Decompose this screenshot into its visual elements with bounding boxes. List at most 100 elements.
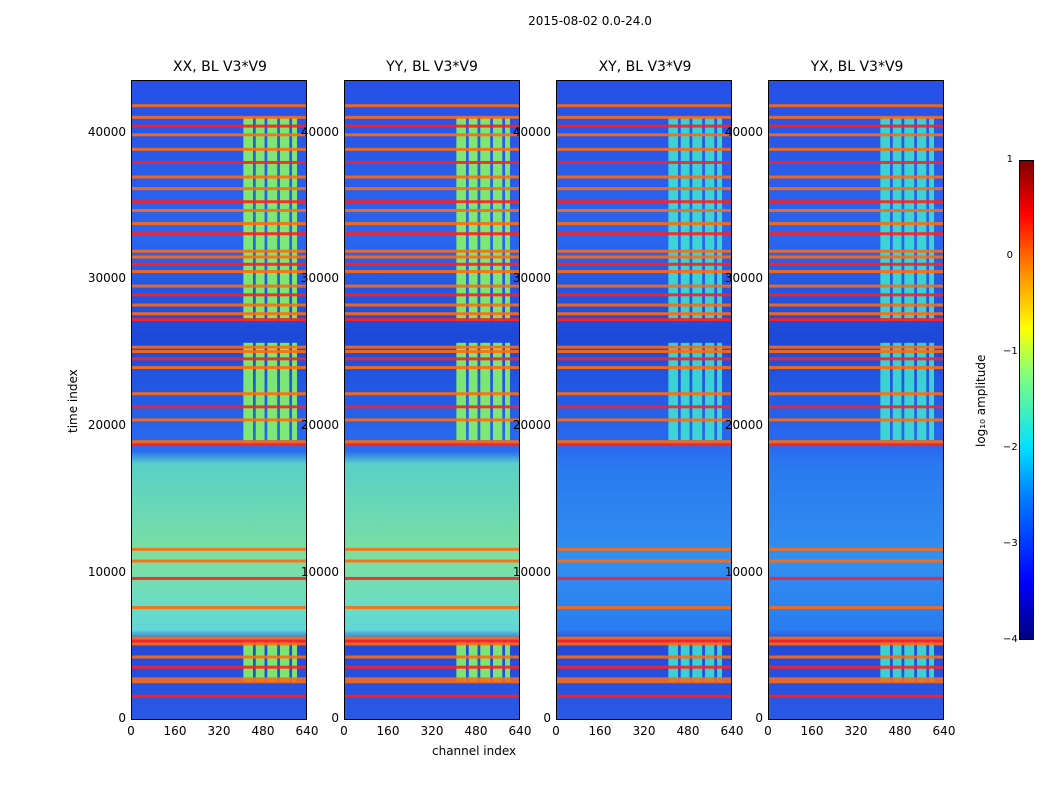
channel-block (717, 342, 722, 441)
colorbar-tick: −2 (1003, 442, 1018, 453)
flag-band (345, 232, 519, 236)
channel-block (480, 641, 491, 682)
flag-band (769, 160, 943, 164)
flag-band (132, 636, 306, 640)
flag-band (557, 262, 731, 266)
flag-band (345, 124, 519, 128)
channel-block (880, 342, 890, 441)
channel-block (480, 117, 491, 321)
xtick-label: 160 (376, 724, 400, 738)
flag-band (557, 255, 731, 259)
flag-band (132, 576, 306, 580)
channel-block (492, 641, 503, 682)
ytick-label: 10000 (512, 565, 551, 579)
flag-band (345, 642, 519, 646)
panel-title-xx: XX, BL V3*V9 (173, 59, 267, 75)
channel-block (717, 641, 722, 682)
panel-title-yy: YY, BL V3*V9 (386, 59, 478, 75)
flag-band (769, 345, 943, 349)
flag-band (557, 208, 731, 212)
channel-block (680, 342, 690, 441)
flag-band (132, 222, 306, 226)
flag-band (557, 200, 731, 204)
flag-band (769, 443, 943, 447)
xtick-label: 320 (420, 724, 444, 738)
flag-band (345, 440, 519, 444)
flag-band (557, 187, 731, 191)
flag-band (132, 312, 306, 316)
xtick-label: 480 (464, 724, 488, 738)
channel-block (704, 641, 715, 682)
flag-band (769, 559, 943, 563)
flag-band (557, 357, 731, 361)
flag-band (769, 293, 943, 297)
flag-band (557, 443, 731, 447)
flag-band (132, 255, 306, 259)
flag-band (345, 293, 519, 297)
flag-band (132, 350, 306, 354)
ytick-label: 30000 (512, 271, 551, 285)
flag-band (769, 262, 943, 266)
colorbar-tick: −3 (1003, 538, 1018, 549)
flag-band (132, 639, 306, 643)
flag-band (769, 312, 943, 316)
channel-block (255, 641, 265, 682)
ytick-label: 10000 (300, 565, 339, 579)
flag-band (769, 104, 943, 108)
channel-block (468, 117, 478, 321)
flag-band (132, 642, 306, 646)
xtick-label: 0 (552, 724, 560, 738)
flag-band (769, 318, 943, 322)
flag-band (345, 418, 519, 422)
flag-band (557, 318, 731, 322)
flag-band (132, 284, 306, 288)
flag-band (557, 147, 731, 151)
colorbar-label: log₁₀ amplitude (974, 354, 988, 447)
flag-band (345, 133, 519, 137)
flag-band (345, 655, 519, 659)
flag-band (769, 366, 943, 370)
xtick-label: 480 (676, 724, 700, 738)
channel-block (243, 117, 253, 321)
channel-block (704, 117, 715, 321)
channel-block (929, 641, 934, 682)
channel-block (668, 641, 678, 682)
flag-band (769, 392, 943, 396)
channel-block (468, 342, 478, 441)
flag-band (769, 124, 943, 128)
channel-block (880, 641, 890, 682)
ytick-label: 20000 (300, 418, 339, 432)
xtick-label: 320 (844, 724, 868, 738)
flag-band (769, 350, 943, 354)
flag-band (557, 115, 731, 119)
flag-band (345, 187, 519, 191)
flag-band (132, 440, 306, 444)
colorbar-tick: 0 (1006, 250, 1013, 261)
flag-band (132, 665, 306, 669)
flag-band (557, 694, 731, 698)
colorbar-tick: 1 (1006, 154, 1013, 165)
flag-band (769, 418, 943, 422)
flag-band (769, 303, 943, 307)
flag-band (557, 665, 731, 669)
flag-band (132, 443, 306, 447)
channel-block (929, 117, 934, 321)
flag-band (132, 270, 306, 274)
flag-band (132, 366, 306, 370)
flag-band (769, 642, 943, 646)
panel-title-yx: YX, BL V3*V9 (810, 59, 904, 75)
flag-band (557, 636, 731, 640)
channel-block (243, 641, 253, 682)
flag-band (557, 642, 731, 646)
flag-band (345, 104, 519, 108)
channel-block (267, 641, 278, 682)
heatmap-yx-overlay (769, 104, 943, 698)
flag-band (132, 318, 306, 322)
flag-band (132, 418, 306, 422)
flag-band (132, 124, 306, 128)
y-axis-label: time index (66, 369, 80, 433)
flag-band (769, 255, 943, 259)
channel-block (279, 117, 290, 321)
ytick-label: 30000 (300, 271, 339, 285)
flag-band (345, 284, 519, 288)
